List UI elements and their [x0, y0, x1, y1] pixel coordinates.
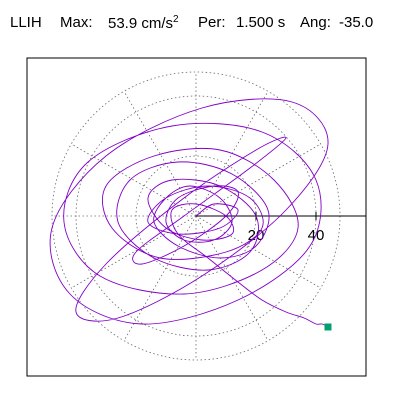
- max-unit-exponent: 2: [173, 14, 179, 25]
- grid-spoke: [195, 215, 321, 289]
- station-code: LLIH: [10, 14, 42, 31]
- marker-group: [324, 323, 332, 331]
- max-label: Max:: [60, 14, 93, 31]
- grid-spoke: [195, 215, 269, 341]
- max-number: 53.9: [108, 15, 138, 32]
- angle-value: -35.0: [339, 14, 374, 31]
- grid-spoke: [195, 143, 321, 217]
- motion-trace-1: [49, 98, 329, 328]
- end-point-marker: [324, 323, 332, 331]
- period-label: Per:: [198, 14, 226, 31]
- grid-spoke: [71, 215, 197, 289]
- max-value: 53.9 cm/s2: [108, 14, 179, 32]
- max-unit: cm/s: [141, 15, 174, 32]
- chart-header: LLIH Max: 53.9 cm/s2 Per: 1.500 s Ang: -…: [0, 12, 400, 36]
- trace-group: [49, 98, 329, 328]
- period-value: 1.500 s: [236, 14, 286, 31]
- plot-frame: [26, 57, 367, 377]
- grid-spoke: [71, 143, 197, 217]
- grid-spoke: [123, 215, 197, 341]
- angle-label: Ang:: [300, 14, 331, 31]
- grid-spoke: [123, 91, 197, 217]
- axis-group: 20 40: [196, 212, 366, 244]
